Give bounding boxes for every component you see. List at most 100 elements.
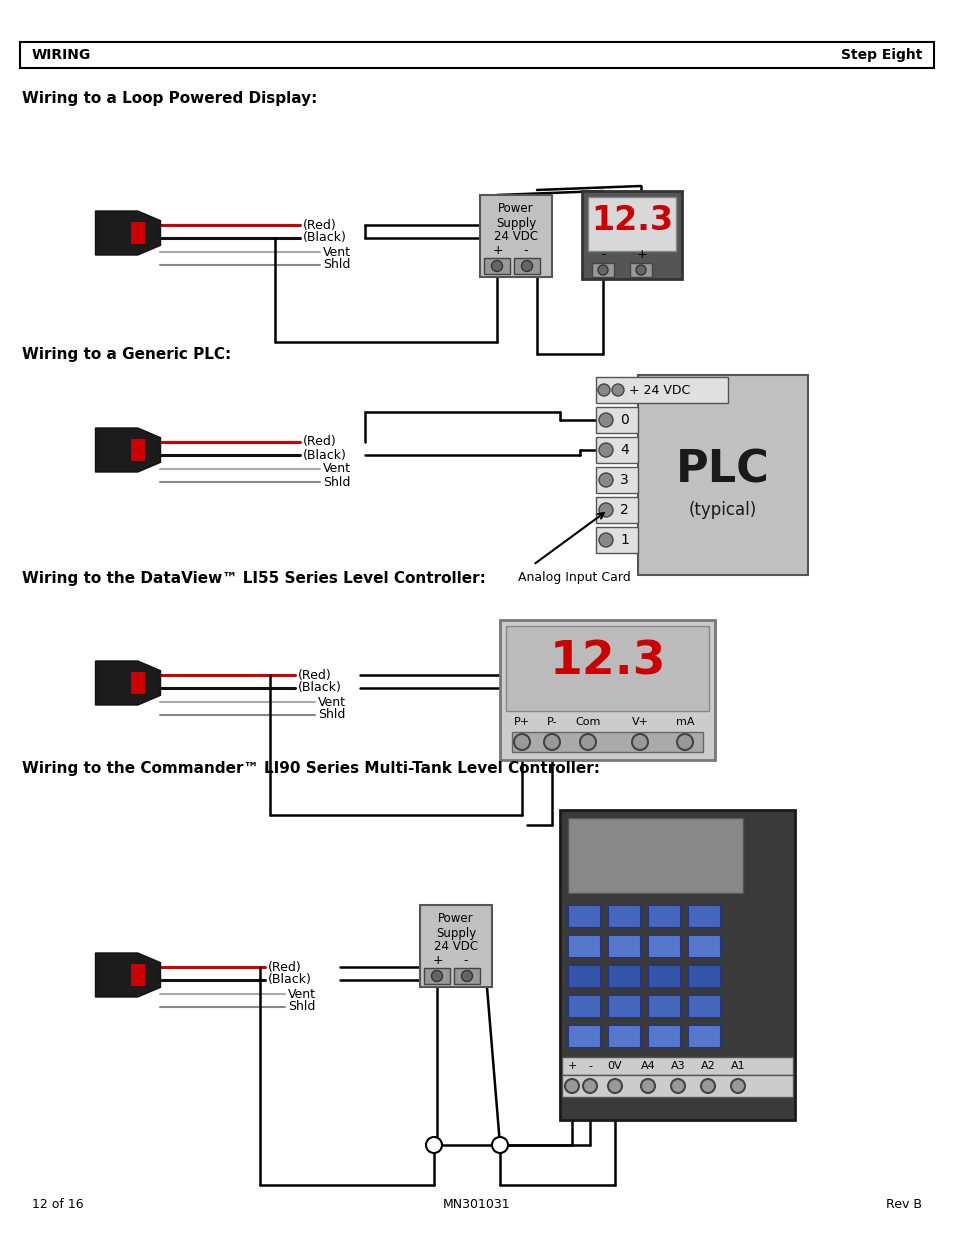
Text: mA: mA (675, 718, 694, 727)
Circle shape (670, 1079, 684, 1093)
Text: 12.3: 12.3 (549, 640, 665, 684)
Circle shape (492, 1137, 507, 1153)
Bar (561, 1074, 792, 1097)
Bar (596, 527, 638, 553)
Circle shape (521, 261, 532, 272)
Text: 0: 0 (619, 412, 628, 427)
Text: V+: V+ (631, 718, 648, 727)
Circle shape (612, 384, 623, 396)
Polygon shape (95, 211, 160, 254)
Text: Shld: Shld (323, 475, 350, 489)
Bar (629, 263, 651, 277)
Text: P-: P- (546, 718, 557, 727)
Text: Com: Com (575, 718, 600, 727)
Bar (647, 935, 679, 957)
Bar (20, 42, 933, 68)
Text: (Black): (Black) (268, 973, 312, 987)
Circle shape (631, 734, 647, 750)
Text: A3: A3 (670, 1061, 684, 1071)
Circle shape (700, 1079, 714, 1093)
Text: + 24 VDC: + 24 VDC (628, 384, 690, 396)
Bar (567, 818, 742, 893)
Circle shape (426, 1137, 441, 1153)
Text: Vent: Vent (323, 462, 351, 475)
Text: 4: 4 (619, 443, 628, 457)
Text: A4: A4 (640, 1061, 655, 1071)
Text: A1: A1 (730, 1061, 744, 1071)
Text: +: + (636, 248, 647, 262)
Circle shape (598, 473, 613, 487)
Text: (typical): (typical) (688, 501, 757, 519)
Text: +: + (433, 955, 443, 967)
Text: 24 VDC: 24 VDC (434, 941, 477, 953)
Bar (607, 965, 639, 987)
Bar (132, 222, 145, 245)
Bar (596, 467, 638, 493)
Circle shape (640, 1079, 655, 1093)
Bar (567, 965, 599, 987)
Text: PLC: PLC (676, 448, 769, 492)
Circle shape (582, 1079, 597, 1093)
Bar (596, 377, 727, 403)
Text: (Black): (Black) (297, 682, 341, 694)
Bar (423, 968, 450, 984)
Bar (647, 995, 679, 1016)
Bar (505, 626, 708, 711)
Text: +: + (492, 245, 503, 258)
Text: 0V: 0V (607, 1061, 621, 1071)
Text: (Red): (Red) (303, 436, 336, 448)
Text: Supply: Supply (496, 216, 536, 230)
Bar (419, 905, 492, 987)
Text: Vent: Vent (323, 246, 351, 258)
Circle shape (491, 261, 502, 272)
Text: Step Eight: Step Eight (840, 48, 921, 62)
Bar (581, 191, 681, 279)
Text: Analog Input Card: Analog Input Card (517, 571, 630, 583)
Circle shape (564, 1079, 578, 1093)
Bar (596, 496, 638, 522)
Bar (647, 1025, 679, 1047)
Bar (132, 672, 145, 694)
Circle shape (636, 266, 645, 275)
Circle shape (598, 443, 613, 457)
Polygon shape (95, 661, 160, 705)
Text: (Red): (Red) (268, 961, 301, 973)
Bar (596, 408, 638, 433)
Text: Power: Power (437, 913, 474, 925)
Bar (587, 198, 676, 251)
Bar (512, 732, 702, 752)
Text: -: - (523, 245, 528, 258)
Text: (Red): (Red) (303, 219, 336, 231)
Text: Wiring to the Commander™ LI90 Series Multi-Tank Level Controller:: Wiring to the Commander™ LI90 Series Mul… (22, 762, 599, 777)
Bar (567, 995, 599, 1016)
Bar (687, 905, 720, 927)
Text: (Black): (Black) (303, 231, 347, 245)
Text: Power: Power (497, 203, 534, 215)
Text: Wiring to the DataView™ LI55 Series Level Controller:: Wiring to the DataView™ LI55 Series Leve… (22, 572, 485, 587)
Text: A2: A2 (700, 1061, 715, 1071)
Text: -: - (587, 1061, 592, 1071)
Bar (559, 810, 794, 1120)
Text: +: + (567, 1061, 576, 1071)
Text: 24 VDC: 24 VDC (494, 231, 537, 243)
Text: Supply: Supply (436, 926, 476, 940)
Text: Rev B: Rev B (885, 1198, 921, 1212)
Text: Shld: Shld (317, 709, 345, 721)
Circle shape (461, 971, 472, 982)
Bar (596, 437, 638, 463)
Bar (132, 438, 145, 461)
Text: Wiring to a Loop Powered Display:: Wiring to a Loop Powered Display: (22, 91, 317, 106)
Bar (514, 258, 539, 274)
Text: Shld: Shld (288, 1000, 315, 1014)
Text: Wiring to a Generic PLC:: Wiring to a Generic PLC: (22, 347, 231, 362)
Bar (687, 935, 720, 957)
Circle shape (598, 534, 613, 547)
Bar (592, 263, 614, 277)
Text: 3: 3 (619, 473, 628, 487)
Bar (454, 968, 479, 984)
Bar (647, 905, 679, 927)
Text: (Black): (Black) (303, 448, 347, 462)
Bar (561, 1057, 792, 1074)
Text: P+: P+ (514, 718, 530, 727)
Text: 2: 2 (619, 503, 628, 517)
